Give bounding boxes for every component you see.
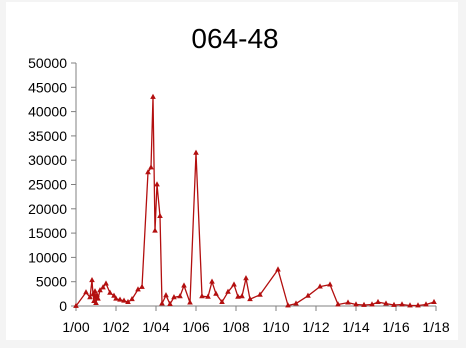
y-tick-label: 50000	[28, 55, 67, 71]
data-point	[159, 300, 165, 306]
data-point	[423, 301, 429, 307]
data-point	[145, 169, 151, 175]
y-tick-label: 35000	[28, 128, 67, 144]
data-point	[199, 293, 205, 299]
data-point	[103, 280, 109, 286]
data-point	[345, 299, 351, 305]
x-tick-label: 1/18	[422, 319, 449, 335]
data-point	[154, 181, 160, 187]
series-line	[75, 96, 435, 307]
data-point	[90, 291, 96, 297]
chart-title: 064-48	[191, 23, 278, 54]
chart-panel	[6, 2, 458, 340]
x-tick-label: 1/04	[142, 319, 169, 335]
x-tick-label: 1/08	[222, 319, 249, 335]
data-point	[129, 295, 135, 302]
data-point	[219, 298, 225, 305]
x-tick-label: 1/16	[382, 319, 409, 335]
data-point	[181, 282, 187, 288]
y-tick-label: 45000	[28, 79, 67, 95]
data-point	[317, 283, 323, 289]
data-point	[247, 295, 253, 302]
data-point	[135, 286, 141, 292]
data-point	[231, 281, 237, 287]
y-tick-label: 25000	[28, 177, 67, 193]
data-point	[275, 266, 281, 272]
y-tick-label: 10000	[28, 249, 67, 265]
data-point	[193, 149, 199, 155]
data-point	[335, 301, 341, 307]
data-point	[139, 283, 145, 289]
x-tick-label: 1/12	[302, 319, 329, 335]
data-point	[93, 299, 99, 306]
data-point	[107, 289, 113, 295]
data-point	[235, 293, 241, 299]
data-point	[177, 293, 183, 299]
data-point	[407, 302, 413, 308]
x-tick-label: 1/14	[342, 319, 369, 335]
series-group	[73, 93, 437, 308]
data-point	[205, 293, 211, 299]
x-tick-label: 1/02	[102, 319, 129, 335]
data-point	[117, 296, 123, 302]
x-tick-label: 1/00	[62, 319, 89, 335]
x-tick-label: 1/10	[262, 319, 289, 335]
data-point	[243, 275, 249, 281]
data-point	[83, 289, 89, 295]
data-point	[125, 298, 131, 305]
data-point	[399, 301, 405, 307]
data-point	[225, 288, 231, 294]
y-tick-label: 15000	[28, 225, 67, 241]
data-point	[257, 291, 263, 297]
data-point	[209, 278, 215, 284]
data-point	[163, 292, 169, 298]
data-point	[353, 301, 359, 307]
data-point	[113, 295, 119, 301]
x-axis-ticks: 1/00 1/02 1/04 1/06 1/08 1/10 1/12 1/14 1/16 1/18	[62, 306, 450, 335]
data-point	[391, 301, 397, 307]
data-point	[369, 301, 375, 307]
data-point	[92, 288, 98, 294]
axes	[75, 63, 436, 307]
data-point	[167, 300, 173, 307]
data-point	[383, 300, 389, 306]
y-tick-label: 20000	[28, 201, 67, 217]
data-point	[293, 300, 299, 306]
data-point	[87, 294, 93, 300]
data-point	[415, 302, 421, 308]
data-point	[327, 281, 333, 287]
data-point	[152, 227, 158, 233]
data-point	[150, 93, 156, 99]
data-point	[97, 287, 103, 293]
data-point	[375, 298, 381, 305]
y-tick-label: 40000	[28, 104, 67, 120]
data-point	[95, 295, 101, 301]
data-point	[100, 284, 106, 290]
data-point	[431, 298, 437, 305]
data-point	[89, 276, 95, 283]
data-point	[157, 212, 163, 218]
y-tick-label: 0	[59, 298, 67, 314]
y-tick-label: 5000	[36, 274, 67, 290]
x-tick-label: 1/06	[182, 319, 209, 335]
y-tick-label: 30000	[28, 152, 67, 168]
data-point	[73, 302, 79, 308]
data-point	[111, 292, 117, 298]
data-point	[285, 302, 291, 308]
data-point	[239, 293, 245, 299]
data-point	[305, 292, 311, 298]
data-point	[148, 164, 154, 170]
data-point	[121, 297, 127, 303]
data-point	[213, 290, 219, 296]
data-point	[171, 294, 177, 300]
y-axis-ticks: 0 5000 10000 15000 20000 25000 30000 35000 40000…	[28, 55, 76, 314]
data-point	[361, 301, 367, 307]
data-point	[187, 299, 193, 305]
